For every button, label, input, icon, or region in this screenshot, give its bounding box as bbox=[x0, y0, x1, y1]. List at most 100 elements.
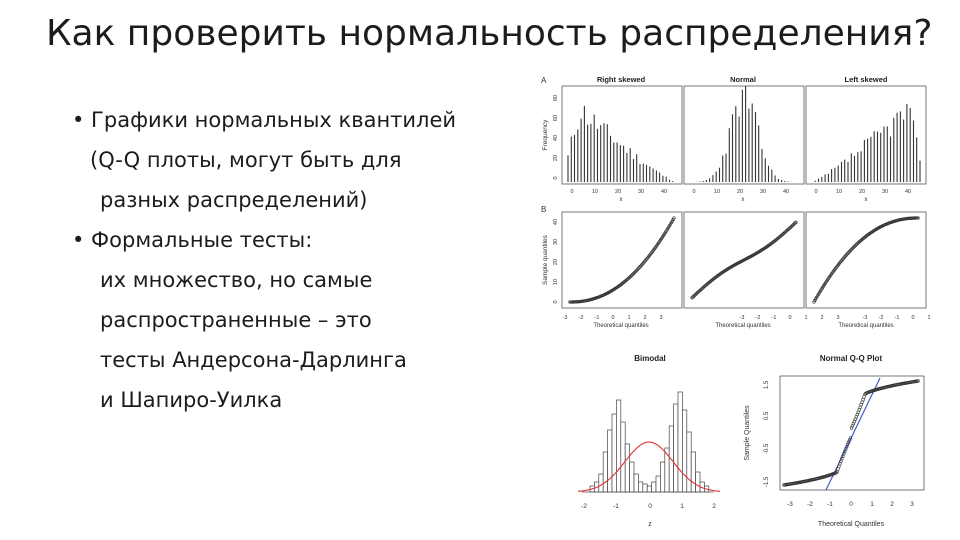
qq-xtick: 1 bbox=[804, 315, 807, 321]
hist-title-left-skewed: Left skewed bbox=[845, 75, 888, 84]
hist-xtick: 30 bbox=[760, 189, 766, 195]
bimodal-bar bbox=[642, 483, 648, 493]
hist-xtick: 30 bbox=[882, 189, 888, 195]
bimodal-histogram bbox=[577, 391, 721, 493]
bimodal-xtick: 1 bbox=[680, 503, 684, 510]
normqq-xtick: -1 bbox=[827, 501, 833, 508]
qq-point bbox=[847, 250, 851, 254]
normqq-xtick: 0 bbox=[849, 501, 853, 508]
panel-a-letter: A bbox=[541, 76, 547, 85]
hist-xtick: 0 bbox=[570, 189, 573, 195]
bullet-item-formal-tests: • Формальные тесты: их множество, но сам… bbox=[72, 220, 512, 420]
qq-point bbox=[672, 216, 676, 220]
qq-point bbox=[692, 293, 697, 298]
bimodal-xlabel: z bbox=[648, 521, 652, 528]
bimodal-bar bbox=[620, 421, 626, 493]
normqq-ytick: 0.5 bbox=[764, 411, 770, 420]
hist-frame-left-skewed bbox=[805, 85, 927, 185]
bimodal-bar bbox=[646, 485, 652, 493]
qq-point bbox=[629, 274, 633, 278]
qq-xtick: 3 bbox=[659, 315, 662, 321]
qq-xtick: 1 bbox=[927, 315, 930, 321]
qq-point bbox=[789, 225, 793, 229]
qq-xtick: 0 bbox=[911, 315, 914, 321]
normqq-points bbox=[782, 377, 920, 491]
qq-point bbox=[813, 298, 817, 303]
qq-point bbox=[634, 269, 639, 273]
qq-point bbox=[628, 275, 632, 279]
qq-point bbox=[691, 295, 695, 299]
hist-xtick: 40 bbox=[783, 189, 789, 195]
qq-point bbox=[853, 244, 857, 248]
bimodal-bar bbox=[655, 475, 661, 493]
normqq-xlabel: Theoretical Quantiles bbox=[818, 521, 885, 528]
bimodal-bar bbox=[624, 443, 630, 493]
normqq-frame bbox=[779, 375, 925, 491]
qq-ytick: 0 bbox=[553, 300, 559, 303]
bullet-item-qq-plots: • Графики нормальных квантилей (Q-Q плот… bbox=[72, 100, 512, 220]
qq-point bbox=[794, 220, 798, 224]
bimodal-xtick: -2 bbox=[581, 503, 587, 510]
normqq-xtick: 1 bbox=[870, 501, 874, 508]
qq-point bbox=[916, 216, 920, 220]
bimodal-bar bbox=[682, 409, 688, 493]
bimodal-bar bbox=[677, 391, 683, 493]
qq-point bbox=[626, 276, 631, 280]
normqq-point bbox=[848, 436, 853, 440]
normqq-point bbox=[916, 379, 920, 383]
qq-xtick: -3 bbox=[563, 315, 568, 321]
histogram-bars bbox=[567, 86, 921, 182]
bimodal-bar bbox=[611, 413, 617, 493]
qq-point bbox=[670, 219, 674, 223]
hist-title-right-skewed: Right skewed bbox=[597, 75, 646, 84]
qq-ylabel: Sample quantiles bbox=[542, 234, 549, 285]
bimodal-bar bbox=[598, 473, 604, 493]
bimodal-bar bbox=[616, 399, 622, 493]
normqq-xtick: -3 bbox=[787, 501, 793, 508]
qq-point bbox=[696, 290, 700, 294]
bullet-line: разных распределений) bbox=[100, 188, 368, 212]
bimodal-xtick: 2 bbox=[712, 503, 716, 510]
normqq-ylabel: Sample Quantiles bbox=[744, 405, 751, 461]
hist-xtick: 20 bbox=[859, 189, 865, 195]
qq-ytick: 20 bbox=[553, 259, 559, 265]
qq-point bbox=[638, 265, 642, 269]
hist-xlabel: x bbox=[865, 197, 868, 203]
qq-xtick: -2 bbox=[879, 315, 884, 321]
qq-frame-normal bbox=[683, 211, 805, 309]
qq-xlabel: Theoretical quantiles bbox=[715, 323, 770, 329]
hist-xtick: 20 bbox=[737, 189, 743, 195]
hist-ytick: 20 bbox=[553, 155, 559, 161]
bullet-line: • Формальные тесты: bbox=[72, 228, 313, 252]
normqq-point bbox=[834, 471, 838, 475]
normqq-ytick: -1.5 bbox=[764, 476, 770, 487]
bimodal-title: Bimodal bbox=[634, 354, 666, 363]
qq-point bbox=[636, 267, 640, 271]
hist-xtick: 40 bbox=[905, 189, 911, 195]
bimodal-bar bbox=[629, 461, 635, 493]
qq-point bbox=[793, 221, 797, 225]
hist-ytick: 40 bbox=[553, 135, 559, 141]
bimodal-xtick: -1 bbox=[613, 503, 619, 510]
qq-xtick: -1 bbox=[595, 315, 600, 321]
qq-xtick: 2 bbox=[820, 315, 823, 321]
qq-point bbox=[633, 270, 637, 275]
hist-frame-right-skewed bbox=[561, 85, 683, 185]
qq-xtick: 2 bbox=[643, 315, 646, 321]
bimodal-bar bbox=[660, 461, 666, 493]
qq-point bbox=[694, 292, 699, 296]
qq-ytick: 30 bbox=[553, 239, 559, 245]
hist-xtick: 0 bbox=[814, 189, 817, 195]
qq-point bbox=[852, 245, 856, 249]
hist-ytick: 0 bbox=[553, 176, 559, 179]
qq-point bbox=[792, 222, 796, 226]
qq-point bbox=[695, 291, 699, 295]
qq-xtick: -3 bbox=[740, 315, 745, 321]
qq-point bbox=[845, 252, 849, 256]
hist-xtick: 30 bbox=[638, 189, 644, 195]
bimodal-bar bbox=[607, 429, 613, 493]
bullet-line: их множество, но самые bbox=[100, 268, 373, 292]
bimodal-bar bbox=[651, 481, 657, 493]
hist-xtick: 40 bbox=[661, 189, 667, 195]
